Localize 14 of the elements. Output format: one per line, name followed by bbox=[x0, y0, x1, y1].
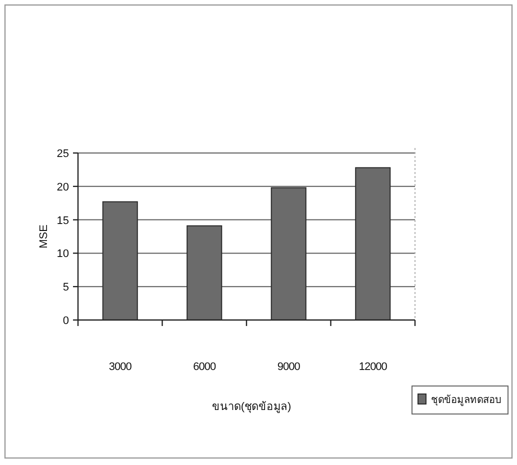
y-tick-label: 25 bbox=[56, 148, 69, 160]
x-axis-title: ขนาด(ชุดข้อมูล) bbox=[212, 401, 292, 413]
y-tick-label: 15 bbox=[56, 214, 69, 227]
y-tick-label: 0 bbox=[62, 315, 69, 327]
y-tick-label: 20 bbox=[56, 181, 69, 194]
y-tick-label: 5 bbox=[62, 282, 69, 294]
y-tick-label: 10 bbox=[56, 248, 69, 260]
x-tick-label: 9000 bbox=[277, 361, 300, 373]
x-tick-label: 12000 bbox=[358, 361, 388, 373]
legend: ชุดข้อมูลทดสอบ bbox=[412, 386, 508, 414]
x-tick-label: 6000 bbox=[193, 361, 216, 373]
legend-label: ชุดข้อมูลทดสอบ bbox=[431, 394, 501, 406]
x-tick-label: 3000 bbox=[108, 361, 132, 373]
y-axis-title: MSE bbox=[38, 224, 50, 248]
